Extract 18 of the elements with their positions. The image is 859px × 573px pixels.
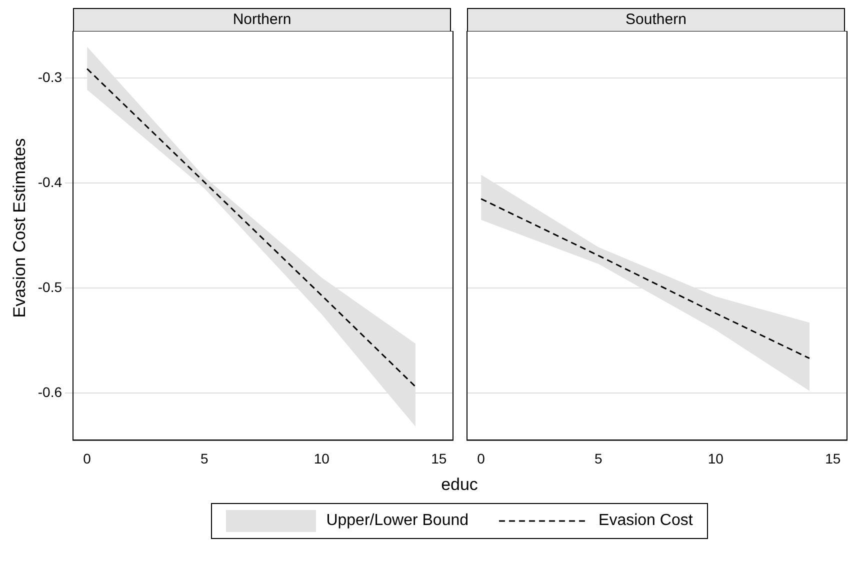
x-tick-label: 0: [477, 450, 486, 466]
chart-title: Southern: [467, 8, 845, 31]
y-tick-label: -0.4: [38, 174, 62, 190]
x-tick-label: 10: [314, 450, 330, 466]
chart-title: Northern: [73, 8, 451, 31]
x-tick-label: 0: [83, 450, 92, 466]
y-tick-label: -0.3: [38, 69, 62, 86]
y-tick-label: -0.5: [38, 278, 62, 295]
y-tick-label: -0.6: [38, 384, 62, 400]
x-tick-label: 15: [431, 450, 447, 466]
x-axis-title: educ: [440, 475, 479, 495]
x-tick-label: 5: [200, 450, 208, 466]
text: Upper/Lower Bound: [326, 512, 469, 530]
x-tick-label: 15: [825, 450, 841, 466]
x-tick-label: 10: [708, 450, 724, 466]
text: Evasion Cost: [598, 512, 693, 530]
y-axis-title: Evasion Cost Estimates: [10, 138, 30, 318]
x-tick-label: 5: [594, 450, 602, 466]
